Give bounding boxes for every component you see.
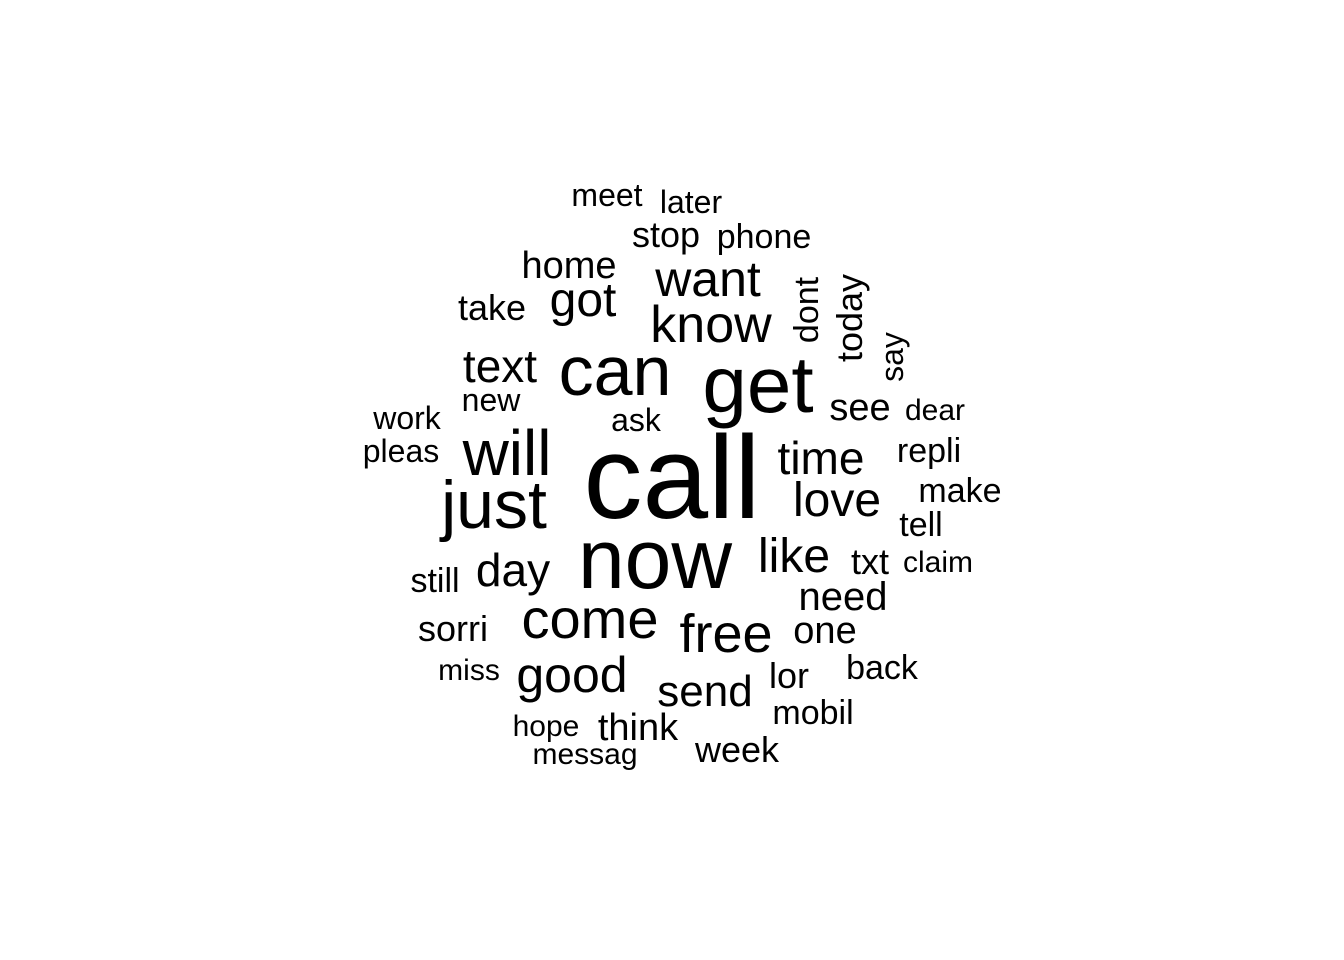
word-take: take — [458, 287, 526, 328]
word-sorri: sorri — [418, 608, 488, 649]
word-know: know — [650, 296, 772, 354]
word-claim: claim — [903, 546, 973, 579]
word-phone: phone — [717, 218, 812, 256]
word-mobil: mobil — [772, 694, 853, 732]
word-messag: messag — [532, 738, 637, 771]
word-say: say — [874, 332, 910, 382]
word-now: now — [578, 512, 732, 606]
word-just: just — [439, 467, 547, 543]
word-new: new — [462, 382, 522, 418]
word-see: see — [829, 387, 890, 429]
word-got: got — [550, 274, 617, 327]
word-like: like — [758, 530, 830, 583]
word-get: get — [702, 340, 813, 429]
word-pleas: pleas — [363, 433, 440, 469]
word-call: call — [583, 412, 760, 544]
word-come: come — [522, 587, 659, 650]
word-later: later — [660, 184, 723, 220]
word-want: want — [654, 251, 761, 307]
word-stop: stop — [632, 214, 700, 255]
word-dont: dont — [788, 276, 826, 343]
word-repli: repli — [897, 432, 961, 470]
word-today: today — [829, 274, 870, 362]
word-tell: tell — [899, 506, 942, 544]
word-txt: txt — [851, 541, 889, 582]
word-lor: lor — [769, 655, 809, 696]
word-need: need — [799, 575, 888, 619]
word-week: week — [694, 729, 780, 770]
word-good: good — [516, 647, 627, 703]
word-love: love — [793, 474, 881, 527]
word-ask: ask — [611, 402, 662, 438]
word-day: day — [476, 544, 550, 596]
word-still: still — [410, 562, 459, 600]
word-hope: hope — [513, 710, 580, 743]
word-text: text — [463, 340, 537, 392]
word-meet: meet — [571, 177, 642, 213]
word-miss: miss — [438, 654, 500, 687]
word-one: one — [793, 610, 856, 652]
word-work: work — [372, 400, 442, 436]
word-make: make — [918, 472, 1001, 510]
word-think: think — [598, 707, 679, 749]
word-dear: dear — [905, 394, 965, 427]
word-can: can — [559, 332, 672, 410]
word-back: back — [846, 649, 919, 687]
word-free: free — [679, 604, 772, 664]
word-send: send — [657, 667, 752, 716]
word-home: home — [521, 245, 616, 287]
word-will: will — [462, 417, 552, 489]
word-time: time — [778, 432, 865, 484]
